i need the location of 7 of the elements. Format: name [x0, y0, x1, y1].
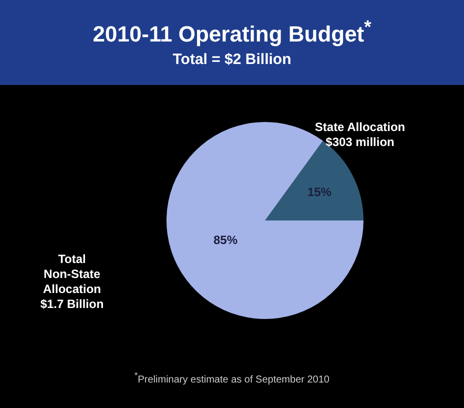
slice-label: Total Non-State Allocation $1.7 Billion [40, 252, 104, 311]
slice-label: State Allocation $303 million [314, 120, 406, 149]
chart-subtitle: Total = $2 Billion [172, 51, 292, 68]
text: $^{*}$Preliminary estimate as of September 2010 [133, 370, 330, 386]
data-label: 15% [307, 185, 332, 200]
chart-title: 2010-11 Operating Budget$^{*}$ [92, 15, 372, 48]
data-label: 85% [213, 232, 238, 247]
